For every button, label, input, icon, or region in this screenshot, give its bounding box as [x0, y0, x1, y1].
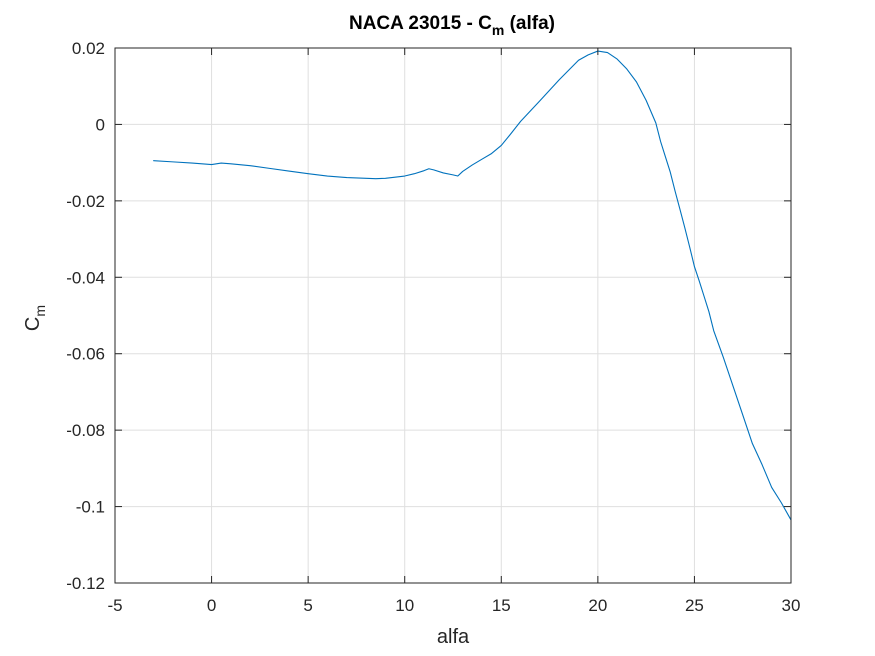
x-tick-label: 20: [588, 596, 607, 615]
chart-title-subscript: m: [492, 22, 504, 38]
x-tick-label: 5: [303, 596, 312, 615]
y-tick-label: -0.04: [66, 268, 105, 287]
x-tick-labels: -5 0 5 10 15 20 25 30: [107, 596, 800, 615]
y-tick-label: -0.02: [66, 192, 105, 211]
y-tick-label: -0.1: [76, 498, 105, 517]
x-tick-label: -5: [107, 596, 122, 615]
series-layer: [153, 50, 792, 521]
plot-area-border: [114, 47, 792, 584]
y-tick-label: -0.08: [66, 421, 105, 440]
y-tick-label: 0: [96, 115, 105, 134]
chart-title-prefix: NACA 23015 - C: [349, 13, 492, 34]
y-axis-label-subscript: m: [32, 305, 48, 317]
y-axis-label: Cm: [22, 305, 48, 331]
y-axis-label-main: C: [22, 317, 44, 331]
x-tick-label: 25: [685, 596, 704, 615]
y-tick-label: -0.12: [66, 574, 105, 593]
x-tick-label: 30: [782, 596, 801, 615]
x-axis-label: alfa: [437, 626, 470, 648]
grid: [115, 48, 791, 583]
y-tick-label: 0.02: [72, 39, 105, 58]
x-tick-label: 15: [492, 596, 511, 615]
chart-title: NACA 23015 - Cm (alfa): [349, 13, 555, 38]
series-line: [153, 50, 792, 521]
y-tick-labels: 0.02 0 -0.02 -0.04 -0.06 -0.08 -0.1 -0.12: [66, 39, 105, 593]
plot-background: [115, 48, 791, 583]
chart-title-suffix: (alfa): [504, 13, 555, 34]
tick-marks: [114, 47, 792, 584]
x-tick-label: 10: [395, 596, 414, 615]
y-tick-label: -0.06: [66, 345, 105, 364]
x-tick-label: 0: [207, 596, 216, 615]
